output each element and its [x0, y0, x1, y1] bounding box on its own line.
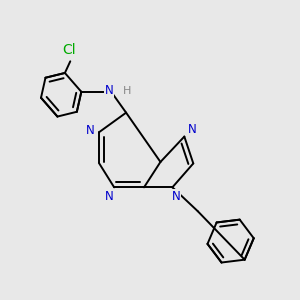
Text: N: N — [86, 124, 95, 137]
Text: N: N — [105, 190, 114, 203]
Text: N: N — [105, 84, 113, 98]
Text: N: N — [188, 124, 196, 136]
Text: Cl: Cl — [62, 43, 76, 57]
Text: N: N — [172, 190, 180, 203]
Text: H: H — [122, 86, 131, 96]
